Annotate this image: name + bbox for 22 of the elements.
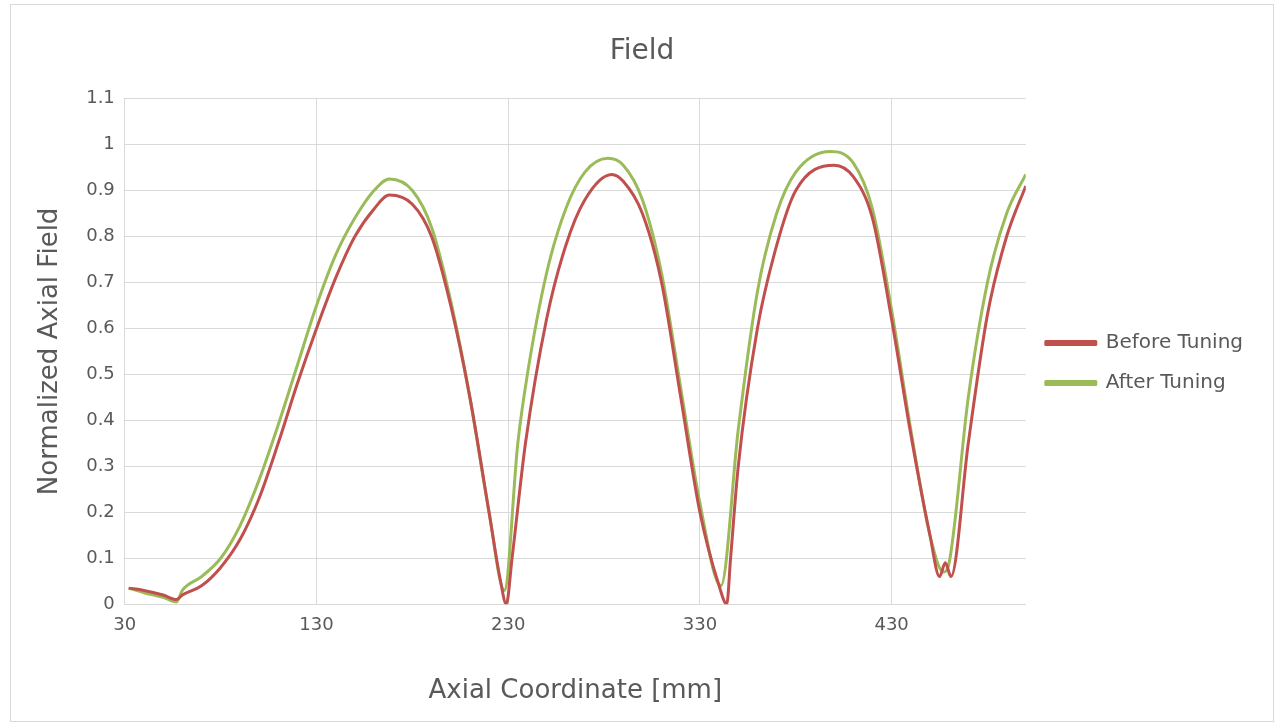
y-tick-label: 0.9 bbox=[86, 178, 115, 200]
y-tick-label: 0.2 bbox=[86, 499, 115, 521]
legend-label: After Tuning bbox=[1105, 369, 1226, 394]
x-axis-title: Axial Coordinate [mm] bbox=[428, 674, 723, 705]
chart-title: Field bbox=[609, 33, 675, 67]
y-tick-label: 0.3 bbox=[86, 453, 115, 475]
x-tick-label: 230 bbox=[491, 612, 526, 634]
y-tick-label: 0.1 bbox=[86, 545, 115, 567]
y-tick-label: 0.4 bbox=[86, 408, 115, 430]
y-tick-label: 0.6 bbox=[86, 316, 115, 338]
x-tick-label: 30 bbox=[113, 612, 137, 634]
x-tick-label: 430 bbox=[874, 612, 909, 634]
legend-label: Before Tuning bbox=[1105, 329, 1244, 354]
y-tick-label: 0.7 bbox=[86, 270, 115, 292]
y-tick-label: 1 bbox=[103, 132, 115, 154]
y-tick-label: 0.8 bbox=[86, 224, 115, 246]
y-tick-label: 0 bbox=[103, 591, 115, 613]
y-tick-label: 0.5 bbox=[86, 362, 115, 384]
x-tick-label: 130 bbox=[299, 612, 334, 634]
x-tick-label: 330 bbox=[682, 612, 718, 634]
y-axis-title: Normalized Axial Field bbox=[33, 207, 64, 496]
y-tick-label: 1.1 bbox=[86, 86, 115, 108]
